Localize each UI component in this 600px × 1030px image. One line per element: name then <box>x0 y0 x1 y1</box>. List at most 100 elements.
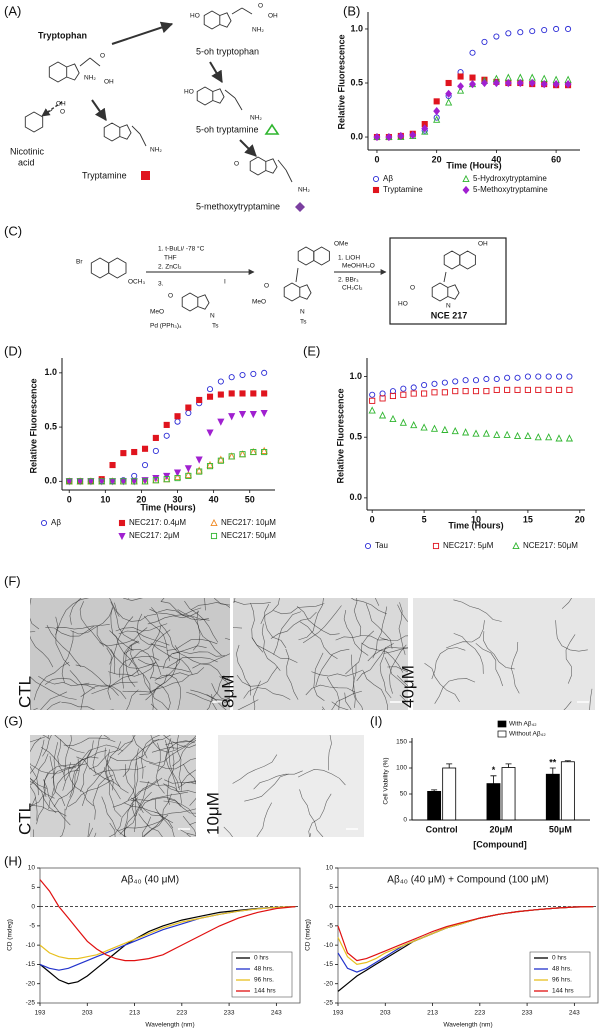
x-tick-label: 40 <box>209 494 219 504</box>
compound-label: 5-methoxytryptamine <box>196 201 280 211</box>
point <box>545 386 552 393</box>
x-tick-label: 233 <box>224 1010 235 1017</box>
point <box>409 130 417 140</box>
micrograph-label: CTL <box>15 803 34 835</box>
fibril <box>82 759 109 806</box>
fibril <box>155 742 165 794</box>
fibril <box>475 643 503 687</box>
fibril <box>30 803 67 817</box>
x-tick-label: 50μM <box>549 824 572 834</box>
point <box>432 542 440 550</box>
fibril <box>110 606 134 652</box>
point <box>410 420 418 429</box>
ring <box>196 86 214 106</box>
atom-label: OH <box>104 79 114 86</box>
fibril <box>343 610 369 656</box>
fibril <box>356 643 394 682</box>
point <box>421 381 428 389</box>
point <box>118 532 126 541</box>
point <box>469 80 476 89</box>
atom-label: O <box>410 285 415 292</box>
point <box>441 389 448 396</box>
fibril <box>162 645 207 669</box>
fibril <box>40 691 68 710</box>
fibril <box>380 635 408 641</box>
reagent: MeOH/H₂O <box>342 263 375 270</box>
point <box>462 377 469 384</box>
ring <box>265 158 278 174</box>
point <box>185 409 192 417</box>
point <box>131 448 138 456</box>
y-axis-label: Cell Viability (%) <box>383 757 390 804</box>
y-tick-label: 0.5 <box>349 432 362 442</box>
point <box>195 466 203 474</box>
legend-label: Aβ <box>383 174 393 183</box>
x-tick-label: 20μM <box>489 824 512 834</box>
point <box>565 434 574 442</box>
y-axis-label: Relative Fluorescence <box>335 388 345 483</box>
point <box>228 413 236 421</box>
fibril <box>70 608 113 635</box>
x-tick-label: 30 <box>173 494 183 504</box>
fibril <box>67 778 114 807</box>
x-tick-label: Control <box>426 824 458 834</box>
point <box>528 78 536 88</box>
point <box>483 388 490 395</box>
arrow <box>111 21 174 45</box>
fibril <box>362 670 389 710</box>
point <box>445 98 453 106</box>
fibril <box>56 624 110 630</box>
fibril <box>160 601 209 621</box>
bond <box>295 267 299 283</box>
fibril <box>122 673 168 693</box>
point <box>184 465 192 473</box>
fibrils <box>30 598 230 710</box>
point <box>152 434 159 441</box>
point <box>372 175 380 183</box>
fibril <box>154 682 171 710</box>
legend-swatch <box>497 720 507 728</box>
y-tick-label: -15 <box>26 961 36 968</box>
point <box>141 478 149 485</box>
fibril <box>109 598 120 617</box>
fibril <box>351 654 356 708</box>
fibril <box>397 604 408 623</box>
fibril <box>150 735 178 753</box>
fibril <box>55 616 71 667</box>
atom-label: HO <box>398 301 408 308</box>
fibril <box>273 603 325 615</box>
fibril <box>384 657 408 688</box>
y-tick-label: -15 <box>324 961 334 968</box>
fibril <box>30 737 42 753</box>
point <box>98 478 105 485</box>
atom-label: N <box>300 309 305 316</box>
x-tick-label: 203 <box>380 1010 391 1017</box>
compound-label: 5-oh tryptophan <box>196 46 259 56</box>
bond <box>79 57 91 67</box>
fibril <box>311 669 364 677</box>
y-axis-label: Relative Fluorescence <box>28 378 38 473</box>
fibrils <box>233 598 408 710</box>
fibril <box>308 793 332 837</box>
point <box>109 478 116 485</box>
fibril <box>126 689 139 710</box>
arrow <box>209 61 223 84</box>
point <box>163 421 170 428</box>
point <box>250 370 257 377</box>
fibril <box>30 736 45 743</box>
y-tick-label: 10 <box>28 865 36 872</box>
y-axis-label: CD (mdeg) <box>305 919 312 951</box>
x-tick-label: 233 <box>522 1010 533 1017</box>
fibril <box>237 699 259 710</box>
fibril <box>43 779 71 826</box>
legend-label: 48 hrs. <box>254 966 274 973</box>
x-tick-label: 193 <box>35 1010 46 1017</box>
arrow <box>239 139 257 157</box>
fibril <box>46 701 61 710</box>
legend-label: With Aβ₄₂ <box>509 721 537 728</box>
fibril <box>243 687 291 700</box>
atom-label: I <box>224 279 226 286</box>
atom-label: O <box>258 3 263 10</box>
fibrils <box>30 735 196 837</box>
